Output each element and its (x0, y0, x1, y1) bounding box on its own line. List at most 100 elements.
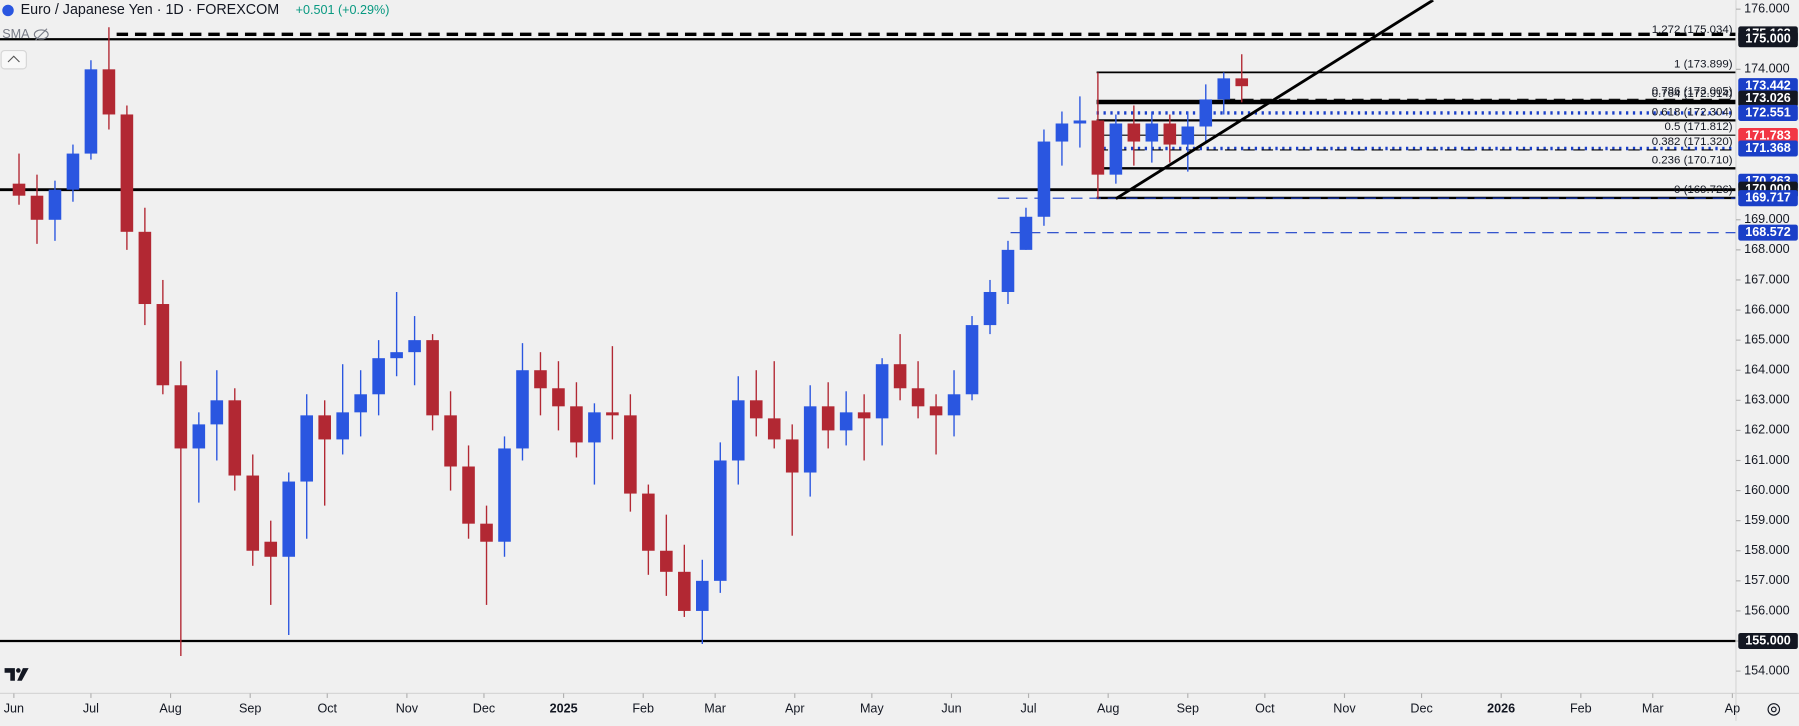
x-tick-label: 2026 (1487, 702, 1515, 716)
y-tick-label: 159.000 (1744, 513, 1790, 527)
candle-body (228, 400, 242, 476)
price-badge-label: 171.368 (1745, 141, 1791, 155)
x-tick-label: Jul (1020, 702, 1036, 716)
candle-body (480, 523, 493, 542)
candle-body (660, 550, 673, 572)
x-tick-label: Aug (159, 702, 181, 716)
candle-body (390, 352, 403, 359)
candle-body (210, 400, 224, 425)
price-badge (1738, 78, 1798, 95)
y-tick-label: 160.000 (1744, 483, 1790, 497)
candle-body (749, 400, 763, 419)
candle-body (462, 466, 475, 524)
x-tick-label: Dec (1410, 702, 1432, 716)
candle-body (821, 406, 835, 431)
x-tick-label: Ap (1725, 702, 1740, 716)
candle-body (1181, 126, 1195, 145)
x-tick-label: Oct (1255, 702, 1275, 716)
price-badge (1738, 128, 1798, 145)
y-tick-label: 166.000 (1744, 302, 1790, 316)
fib-label: 0.786 (173.005) (1652, 85, 1733, 97)
y-tick-label: 162.000 (1744, 423, 1790, 437)
candle-body (570, 406, 583, 443)
candle-body (767, 418, 781, 440)
x-tick-label: May (860, 702, 884, 716)
price-badge-label: 171.783 (1745, 128, 1791, 142)
candle-body (588, 412, 601, 443)
candle-body (408, 340, 421, 353)
x-tick-label: Dec (473, 702, 495, 716)
price-badge-label: 169.717 (1745, 191, 1791, 205)
price-badge (1738, 224, 1798, 241)
y-tick-label: 158.000 (1744, 543, 1790, 557)
candle-body (642, 493, 655, 551)
candle-body (318, 415, 331, 440)
fib-label: 1.272 (175.034) (1652, 24, 1733, 36)
fib-label: 0.236 (170.710) (1652, 154, 1733, 166)
candle-body (1055, 123, 1069, 142)
candle-body (156, 304, 170, 386)
symbol-title[interactable]: Euro / Japanese Yen · 1D · FOREXCOM (21, 2, 280, 18)
candle-body (731, 400, 745, 461)
candle-body (839, 412, 853, 431)
price-badge (1738, 190, 1798, 207)
candle-body (803, 406, 817, 473)
fib-label: 0.764 (172.914) (1652, 88, 1733, 100)
settings-icon[interactable] (1767, 703, 1781, 716)
eye-off-icon[interactable] (33, 28, 49, 41)
candle-body (624, 415, 637, 494)
candle-body (84, 69, 98, 154)
x-tick-label: Feb (1570, 702, 1592, 716)
candle-body (120, 114, 134, 232)
y-tick-label: 174.000 (1744, 62, 1790, 76)
price-change: +0.501 (+0.29%) (296, 3, 390, 17)
candle-body (911, 388, 925, 407)
trendline (1115, 0, 1434, 200)
candle-body (1037, 141, 1051, 217)
x-tick-label: Oct (317, 702, 337, 716)
x-tick-label: Jun (4, 702, 24, 716)
x-tick-label: Feb (632, 702, 654, 716)
price-badge-label: 173.026 (1745, 91, 1791, 105)
candle-body (875, 364, 889, 419)
candle-body (282, 481, 296, 557)
collapse-button[interactable] (0, 49, 27, 70)
candle-body (30, 195, 44, 220)
candle-body (48, 189, 62, 220)
price-badge (1738, 140, 1798, 157)
y-tick-label: 176.000 (1744, 1, 1790, 15)
candle-body (713, 460, 727, 581)
candle-body (300, 415, 314, 482)
candle-body (336, 412, 349, 440)
candle-body (534, 370, 547, 389)
x-tick-label: Sep (1177, 702, 1199, 716)
candle-body (1217, 78, 1231, 100)
candle-body (947, 394, 961, 416)
candle-body (857, 412, 871, 419)
candle-body (1127, 123, 1141, 142)
price-badge (1738, 104, 1798, 121)
candle-body (1001, 249, 1015, 292)
y-tick-label: 167.000 (1744, 272, 1790, 286)
price-badge (1738, 90, 1798, 107)
candle-body (1109, 123, 1123, 175)
candle-body (552, 388, 565, 407)
y-tick-label: 163.000 (1744, 393, 1790, 407)
candle-body (354, 394, 367, 413)
candle-body (1199, 99, 1213, 127)
candle-body (678, 571, 691, 611)
indicator-label[interactable]: SMA (2, 27, 30, 41)
symbol-icon (2, 4, 14, 17)
candle-body (1091, 120, 1105, 175)
x-tick-label: Sep (239, 702, 261, 716)
price-badge (1738, 632, 1798, 650)
y-tick-label: 154.000 (1744, 663, 1790, 677)
y-tick-label: 168.000 (1744, 242, 1790, 256)
y-tick-label: 169.000 (1744, 212, 1790, 226)
plot-area: 1.272 (175.034) 1 (173.899) 0.786 (173.005… (0, 0, 1736, 657)
x-tick-label: Jun (941, 702, 961, 716)
price-badge (1738, 31, 1798, 48)
tradingview-logo (4, 668, 29, 681)
candle-body (983, 291, 997, 326)
